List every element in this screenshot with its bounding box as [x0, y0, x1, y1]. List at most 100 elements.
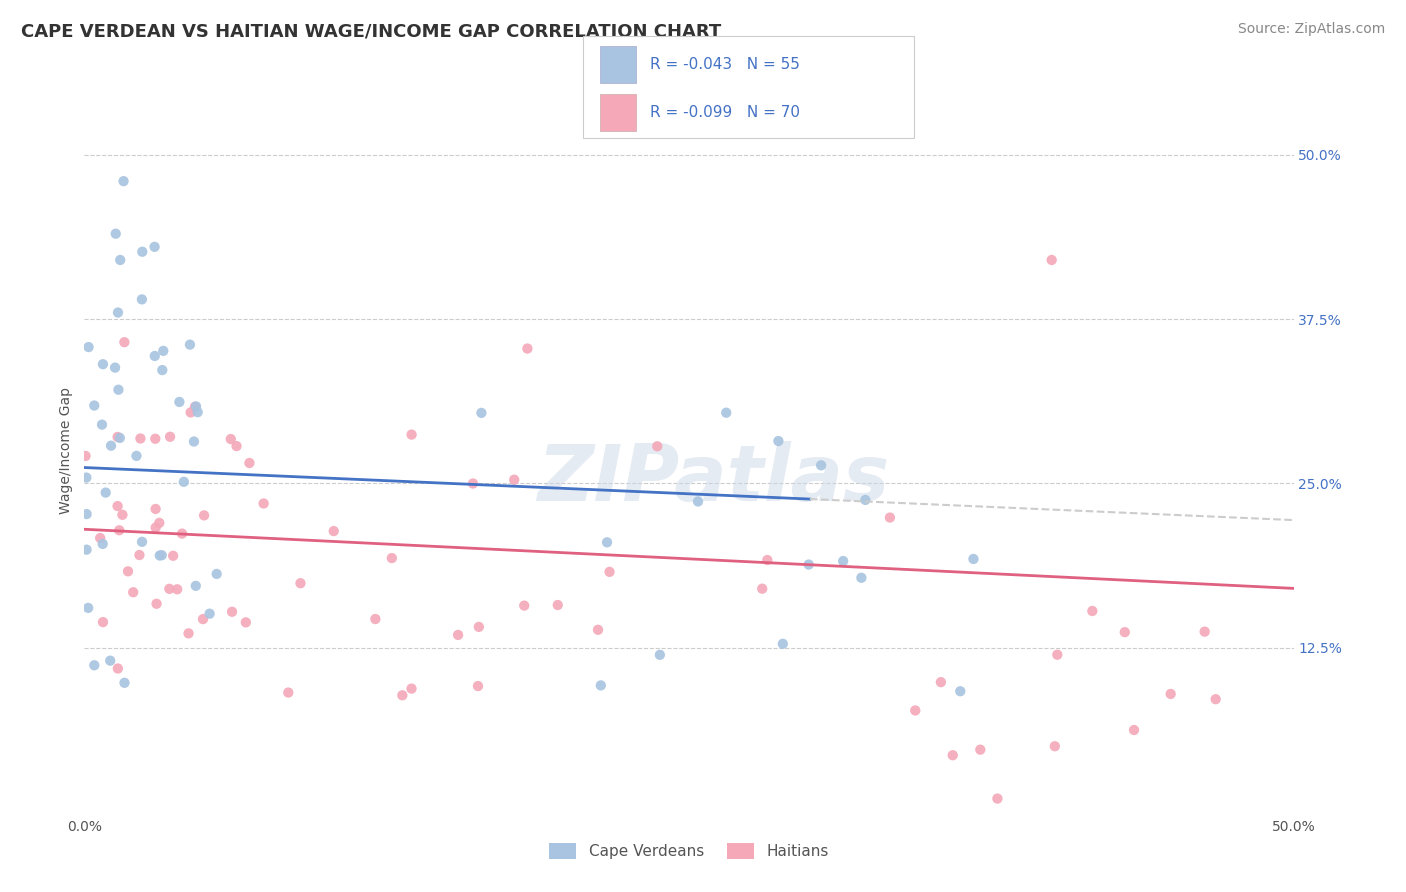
Point — [599, 565, 621, 579]
Point — [1046, 648, 1069, 662]
Point — [159, 430, 181, 444]
Point — [751, 582, 773, 596]
Point — [364, 612, 387, 626]
Point — [94, 485, 117, 500]
Point — [108, 523, 131, 537]
Point — [91, 417, 114, 432]
Point — [191, 612, 214, 626]
Point — [91, 537, 114, 551]
Point — [148, 516, 170, 530]
Point — [942, 748, 965, 763]
Point — [98, 654, 121, 668]
Point — [756, 553, 779, 567]
Point — [381, 551, 404, 566]
Point — [77, 600, 100, 615]
Point — [122, 585, 145, 599]
Point — [772, 637, 794, 651]
Point — [173, 475, 195, 489]
Point — [219, 432, 242, 446]
Point — [83, 658, 105, 673]
Point — [986, 791, 1008, 805]
Point — [184, 400, 207, 414]
Point — [810, 458, 832, 473]
Point — [277, 685, 299, 699]
Point — [111, 508, 134, 522]
Point — [447, 628, 470, 642]
Point — [225, 439, 247, 453]
Point — [91, 615, 114, 629]
Point — [832, 554, 855, 568]
Point — [107, 305, 129, 319]
Point — [131, 534, 153, 549]
Point — [1194, 624, 1216, 639]
Point — [183, 434, 205, 449]
Point — [322, 524, 344, 538]
Point — [1160, 687, 1182, 701]
Point — [143, 432, 166, 446]
Point — [150, 548, 173, 562]
Point — [1043, 739, 1066, 754]
Point — [75, 470, 97, 484]
Point — [205, 566, 228, 581]
Point — [76, 507, 98, 521]
Point — [468, 620, 491, 634]
Point — [107, 383, 129, 397]
Point — [467, 679, 489, 693]
Point — [180, 405, 202, 419]
Point — [853, 492, 876, 507]
Point — [461, 476, 484, 491]
Text: R = -0.099   N = 70: R = -0.099 N = 70 — [650, 105, 800, 120]
Point — [184, 400, 207, 414]
Point — [187, 405, 209, 419]
Point — [198, 607, 221, 621]
Point — [131, 244, 153, 259]
Point — [169, 395, 191, 409]
Text: R = -0.043   N = 55: R = -0.043 N = 55 — [650, 57, 800, 72]
Point — [962, 552, 984, 566]
Point — [586, 623, 609, 637]
Point — [1040, 252, 1063, 267]
Point — [117, 564, 139, 578]
Point — [83, 399, 105, 413]
Point — [686, 494, 709, 508]
Point — [929, 675, 952, 690]
Point — [89, 531, 111, 545]
Point — [77, 340, 100, 354]
Point — [401, 427, 423, 442]
Point — [104, 360, 127, 375]
Point — [797, 558, 820, 572]
Point — [152, 343, 174, 358]
Point — [107, 499, 129, 513]
Point — [589, 678, 612, 692]
Point — [143, 240, 166, 254]
Point — [290, 576, 312, 591]
Point — [177, 626, 200, 640]
Point — [143, 349, 166, 363]
Point — [470, 406, 492, 420]
Point — [547, 598, 569, 612]
Point — [879, 510, 901, 524]
Point — [645, 439, 668, 453]
Point — [648, 648, 671, 662]
Point — [76, 542, 98, 557]
Point — [149, 549, 172, 563]
Point — [145, 597, 167, 611]
Point — [238, 456, 260, 470]
Point — [91, 357, 114, 371]
Point — [145, 521, 167, 535]
Point — [170, 526, 193, 541]
Point — [235, 615, 257, 630]
Point — [145, 502, 167, 516]
Point — [401, 681, 423, 696]
Y-axis label: Wage/Income Gap: Wage/Income Gap — [59, 387, 73, 514]
Point — [969, 742, 991, 756]
Point — [1081, 604, 1104, 618]
Point — [768, 434, 790, 448]
Point — [150, 363, 173, 377]
Point — [949, 684, 972, 698]
Point — [107, 661, 129, 675]
Point — [1123, 723, 1146, 737]
Legend: Cape Verdeans, Haitians: Cape Verdeans, Haitians — [543, 838, 835, 865]
Point — [253, 496, 276, 510]
Text: Source: ZipAtlas.com: Source: ZipAtlas.com — [1237, 22, 1385, 37]
